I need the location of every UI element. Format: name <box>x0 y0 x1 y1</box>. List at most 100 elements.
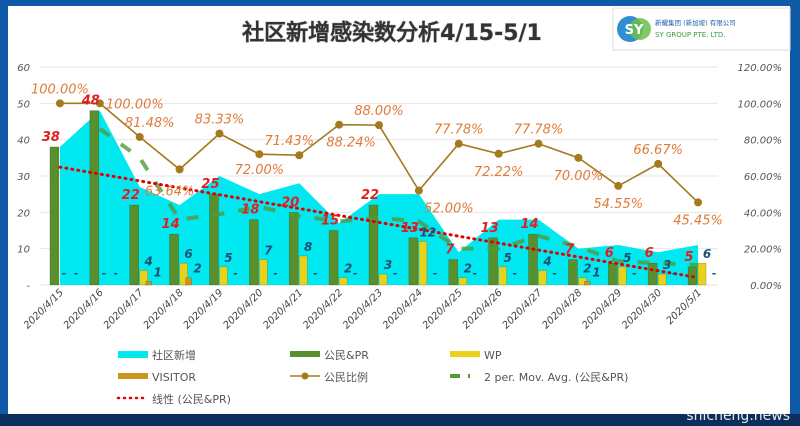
missing-value-label: - <box>233 267 238 280</box>
wp-value-label: 2 <box>464 262 472 276</box>
missing-value-label: - <box>74 267 79 280</box>
left-axis-tick: - <box>26 281 30 292</box>
ratio-point <box>55 99 64 108</box>
bar-citizen-pr <box>249 219 259 286</box>
legend-swatch-area <box>118 351 148 358</box>
bar-wp <box>298 255 308 286</box>
bar-citizen-pr <box>568 259 578 286</box>
ratio-label: 54.55% <box>594 197 644 212</box>
bar-wp <box>617 266 627 286</box>
wp-value-label: 4 <box>542 254 551 268</box>
citizen-pr-value-label: 38 <box>42 130 60 145</box>
citizen-pr-value-label: 25 <box>201 177 219 192</box>
citizen-pr-value-label: 15 <box>321 214 339 229</box>
ratio-label: 63.64% <box>145 184 195 199</box>
missing-value-label: - <box>512 267 517 280</box>
right-axis-tick: 40.00% <box>744 208 782 219</box>
citizen-pr-value-label: 13 <box>401 221 419 236</box>
missing-value-label: - <box>552 267 557 280</box>
logo-en: SY GROUP PTE. LTD. <box>655 31 726 39</box>
ratio-label: 70.00% <box>554 169 604 184</box>
missing-value-label: - <box>672 267 677 280</box>
visitor-value-label: 2 <box>193 262 201 276</box>
company-logo: SY 新耀集团 (新加坡) 有限公司 SY GROUP PTE. LTD. <box>612 7 791 51</box>
citizen-pr-value-label: 14 <box>162 217 180 232</box>
bar-citizen-pr <box>368 204 379 286</box>
legend-label: 公民比例 <box>324 370 368 384</box>
bar-citizen-pr <box>209 193 219 286</box>
missing-value-label: - <box>353 267 358 280</box>
ratio-point <box>694 198 703 207</box>
right-axis-tick: 100.00% <box>738 99 783 110</box>
ratio-point <box>95 99 104 108</box>
wp-value-label: 6 <box>703 247 711 261</box>
ratio-label: 52.00% <box>424 202 474 217</box>
visitor-value-label: 1 <box>592 265 600 279</box>
right-axis-tick: 120.00% <box>738 63 783 74</box>
ratio-label: 83.33% <box>195 113 245 128</box>
left-axis-tick: 60 <box>17 63 30 74</box>
ratio-label: 71.43% <box>264 134 314 149</box>
ratio-point <box>414 186 423 195</box>
watermark: shicheng.news <box>686 408 790 424</box>
left-axis-tick: 50 <box>17 99 30 110</box>
citizen-pr-value-label: 7 <box>565 243 575 258</box>
bar-wp <box>179 262 188 286</box>
bar-wp <box>657 273 667 286</box>
legend-swatch-citizen <box>290 351 320 357</box>
ratio-label: 77.78% <box>434 123 484 138</box>
chart-title: 社区新增感染数分析4/15-5/1 <box>242 20 542 46</box>
left-axis-tick: 20 <box>17 208 30 219</box>
missing-value-label: - <box>632 267 637 280</box>
bar-citizen-pr <box>288 212 299 286</box>
bar-citizen-pr <box>528 233 538 286</box>
bar-citizen-pr <box>448 259 459 286</box>
ratio-point <box>454 139 463 148</box>
ratio-label: 100.00% <box>106 97 164 112</box>
wp-value-label: 4 <box>144 254 153 268</box>
visitor-value-label: 1 <box>154 265 162 279</box>
wp-value-label: 5 <box>224 251 232 265</box>
legend-label: 2 per. Mov. Avg. (公民&PR) <box>484 371 628 384</box>
bar-wp <box>338 277 348 286</box>
bar-citizen-pr <box>607 262 618 286</box>
citizen-pr-value-label: 48 <box>81 94 100 109</box>
ratio-point <box>295 151 304 160</box>
ratio-point <box>654 159 663 168</box>
wp-value-label: 8 <box>304 240 312 254</box>
ratio-point <box>574 153 583 162</box>
logo-cn: 新耀集团 (新加坡) 有限公司 <box>655 18 736 27</box>
bar-wp <box>697 262 707 286</box>
citizen-pr-value-label: 6 <box>605 246 614 261</box>
missing-value-label: - <box>62 267 67 280</box>
citizen-pr-value-label: 5 <box>685 250 694 265</box>
missing-value-label: - <box>472 267 477 280</box>
left-axis-tick: 30 <box>17 172 30 183</box>
left-axis-tick: 40 <box>17 136 30 147</box>
bar-citizen-pr <box>129 204 140 286</box>
citizen-pr-value-label: 20 <box>281 195 299 210</box>
ratio-label: 72.00% <box>235 163 285 178</box>
bar-visitor <box>584 281 591 286</box>
bar-visitor <box>185 277 192 286</box>
ratio-point <box>375 121 383 130</box>
logo-mark: SY <box>625 23 644 38</box>
citizen-pr-value-label: 13 <box>481 221 499 236</box>
bar-wp <box>378 273 388 286</box>
missing-value-label: - <box>313 267 318 280</box>
citizen-pr-value-label: 22 <box>122 188 140 203</box>
ratio-point <box>215 129 224 138</box>
legend-swatch-ratio-marker <box>301 372 309 380</box>
missing-value-label: - <box>712 267 717 280</box>
bar-wp <box>259 259 268 286</box>
bar-citizen-pr <box>408 237 419 286</box>
legend-label: 社区新增 <box>152 348 196 362</box>
legend-label: WP <box>484 349 502 362</box>
wp-value-label: 2 <box>583 262 591 276</box>
bar-citizen-pr <box>49 146 60 286</box>
bar-citizen-pr <box>89 110 100 286</box>
ratio-label: 66.67% <box>633 143 683 158</box>
ratio-label: 77.78% <box>514 123 564 138</box>
ratio-label: 100.00% <box>31 82 89 97</box>
